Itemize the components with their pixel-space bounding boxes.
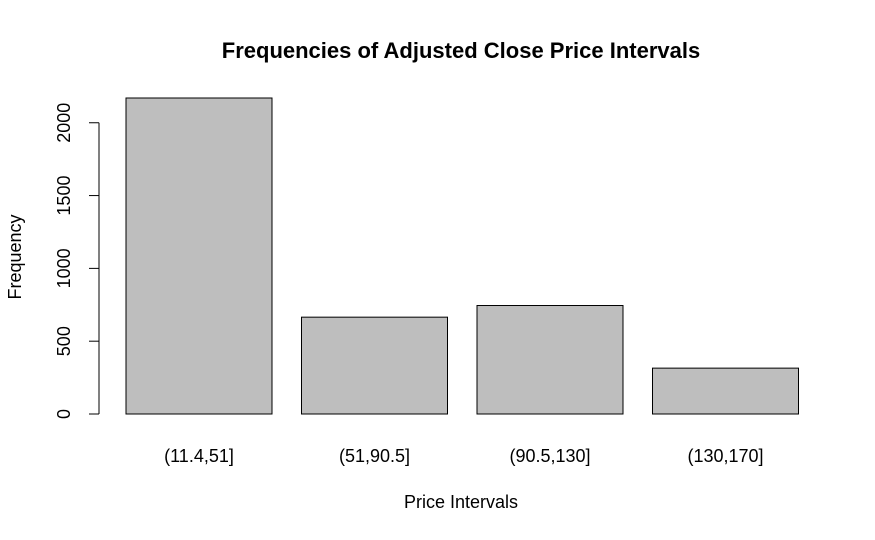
y-tick-label: 500	[54, 326, 74, 356]
bar	[476, 305, 624, 415]
y-tick-label: 0	[54, 409, 74, 419]
bar	[301, 316, 448, 415]
bar	[125, 97, 273, 415]
y-tick-label: 1500	[54, 176, 74, 216]
x-axis-label: Price Intervals	[404, 492, 518, 512]
bars	[125, 97, 799, 415]
y-axis: 0 500 1000 1500 2000	[54, 103, 100, 419]
x-tick-label: (51,90.5]	[339, 446, 410, 466]
y-tick-label: 2000	[54, 103, 74, 143]
x-tick-labels: (11.4,51] (51,90.5] (90.5,130] (130,170]	[164, 446, 763, 466]
x-tick-label: (130,170]	[687, 446, 763, 466]
chart-title: Frequencies of Adjusted Close Price Inte…	[222, 38, 700, 63]
y-tick-label: 1000	[54, 248, 74, 288]
x-tick-label: (90.5,130]	[509, 446, 590, 466]
y-axis-label: Frequency	[5, 214, 25, 299]
bar	[652, 367, 799, 415]
x-tick-label: (11.4,51]	[164, 446, 234, 466]
